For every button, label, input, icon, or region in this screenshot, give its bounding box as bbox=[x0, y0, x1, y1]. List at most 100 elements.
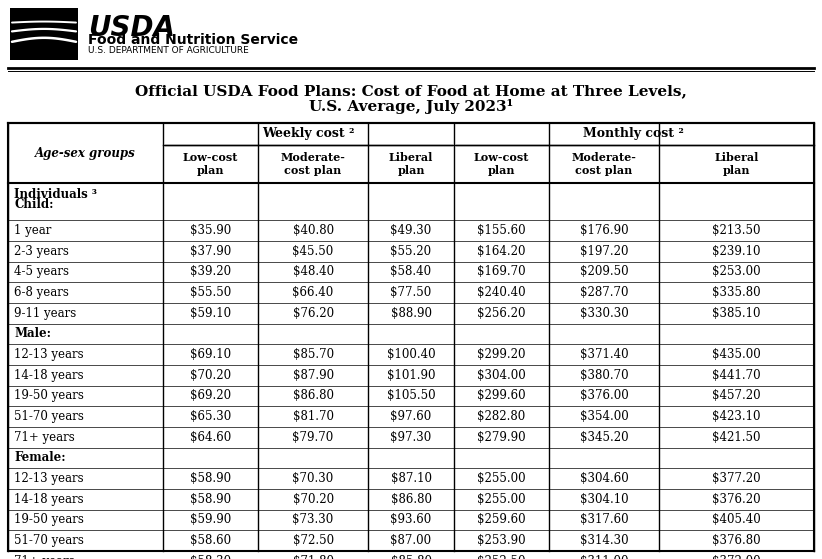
Text: Male:: Male: bbox=[14, 328, 51, 340]
Text: $66.40: $66.40 bbox=[293, 286, 334, 299]
Text: $372.00: $372.00 bbox=[713, 555, 761, 559]
Text: $421.50: $421.50 bbox=[713, 431, 761, 444]
Text: $253.00: $253.00 bbox=[713, 266, 761, 278]
Text: $435.00: $435.00 bbox=[712, 348, 761, 361]
Text: 4-5 years: 4-5 years bbox=[14, 266, 69, 278]
Text: Female:: Female: bbox=[14, 452, 66, 465]
Text: $93.60: $93.60 bbox=[390, 514, 432, 527]
Text: $423.10: $423.10 bbox=[713, 410, 761, 423]
Text: $299.60: $299.60 bbox=[477, 390, 525, 402]
Text: $345.20: $345.20 bbox=[580, 431, 628, 444]
Text: $380.70: $380.70 bbox=[580, 369, 628, 382]
Text: $65.30: $65.30 bbox=[190, 410, 231, 423]
Text: $70.20: $70.20 bbox=[190, 369, 231, 382]
Text: $282.80: $282.80 bbox=[477, 410, 525, 423]
Text: 12-13 years: 12-13 years bbox=[14, 348, 84, 361]
Text: $239.10: $239.10 bbox=[713, 245, 761, 258]
Text: $317.60: $317.60 bbox=[580, 514, 628, 527]
Text: $255.00: $255.00 bbox=[477, 493, 525, 506]
Text: Individuals ³: Individuals ³ bbox=[14, 188, 97, 201]
Text: $377.20: $377.20 bbox=[713, 472, 761, 485]
Text: 19-50 years: 19-50 years bbox=[14, 514, 84, 527]
Text: Food and Nutrition Service: Food and Nutrition Service bbox=[88, 33, 298, 48]
Text: $35.90: $35.90 bbox=[190, 224, 231, 237]
Text: $39.20: $39.20 bbox=[190, 266, 231, 278]
Text: U.S. DEPARTMENT OF AGRICULTURE: U.S. DEPARTMENT OF AGRICULTURE bbox=[88, 46, 249, 55]
Text: $253.90: $253.90 bbox=[477, 534, 525, 547]
Text: Weekly cost ²: Weekly cost ² bbox=[262, 127, 354, 140]
Text: $335.80: $335.80 bbox=[713, 286, 761, 299]
Text: Moderate-
cost plan: Moderate- cost plan bbox=[280, 152, 345, 176]
Text: $85.70: $85.70 bbox=[293, 348, 334, 361]
Text: $176.90: $176.90 bbox=[580, 224, 628, 237]
Text: $311.00: $311.00 bbox=[580, 555, 628, 559]
Text: $457.20: $457.20 bbox=[713, 390, 761, 402]
Text: 2-3 years: 2-3 years bbox=[14, 245, 69, 258]
Text: $304.60: $304.60 bbox=[580, 472, 628, 485]
Text: $304.10: $304.10 bbox=[580, 493, 628, 506]
Text: Liberal
plan: Liberal plan bbox=[389, 152, 433, 176]
Text: $256.20: $256.20 bbox=[477, 307, 525, 320]
Text: $72.50: $72.50 bbox=[293, 534, 334, 547]
Text: $371.40: $371.40 bbox=[580, 348, 628, 361]
Text: $85.80: $85.80 bbox=[390, 555, 432, 559]
Text: $164.20: $164.20 bbox=[477, 245, 525, 258]
Text: USDA: USDA bbox=[88, 14, 175, 42]
Text: $59.10: $59.10 bbox=[190, 307, 231, 320]
Text: $240.40: $240.40 bbox=[477, 286, 525, 299]
Text: $40.80: $40.80 bbox=[293, 224, 334, 237]
Text: Low-cost
plan: Low-cost plan bbox=[182, 152, 238, 176]
Text: $55.20: $55.20 bbox=[390, 245, 432, 258]
Text: 51-70 years: 51-70 years bbox=[14, 534, 84, 547]
Text: 12-13 years: 12-13 years bbox=[14, 472, 84, 485]
Text: $330.30: $330.30 bbox=[580, 307, 628, 320]
Text: $155.60: $155.60 bbox=[477, 224, 525, 237]
Text: $69.20: $69.20 bbox=[190, 390, 231, 402]
Text: $376.00: $376.00 bbox=[580, 390, 628, 402]
Text: 9-11 years: 9-11 years bbox=[14, 307, 76, 320]
Text: $48.40: $48.40 bbox=[293, 266, 334, 278]
Text: Liberal
plan: Liberal plan bbox=[714, 152, 759, 176]
Text: Monthly cost ²: Monthly cost ² bbox=[584, 127, 684, 140]
Text: $76.20: $76.20 bbox=[293, 307, 334, 320]
Text: 14-18 years: 14-18 years bbox=[14, 493, 84, 506]
Text: $45.50: $45.50 bbox=[293, 245, 334, 258]
Bar bbox=[10, 8, 78, 60]
Text: $81.70: $81.70 bbox=[293, 410, 334, 423]
Text: $86.80: $86.80 bbox=[293, 390, 334, 402]
Text: $197.20: $197.20 bbox=[580, 245, 628, 258]
Text: $105.50: $105.50 bbox=[386, 390, 436, 402]
Text: $73.30: $73.30 bbox=[293, 514, 334, 527]
Text: $77.50: $77.50 bbox=[390, 286, 432, 299]
Text: $100.40: $100.40 bbox=[386, 348, 436, 361]
Text: $213.50: $213.50 bbox=[713, 224, 761, 237]
Text: 6-8 years: 6-8 years bbox=[14, 286, 69, 299]
Text: $59.90: $59.90 bbox=[190, 514, 231, 527]
Text: $101.90: $101.90 bbox=[386, 369, 436, 382]
Text: 71+ years: 71+ years bbox=[14, 431, 75, 444]
Text: $49.30: $49.30 bbox=[390, 224, 432, 237]
Text: $252.50: $252.50 bbox=[477, 555, 525, 559]
Text: $299.20: $299.20 bbox=[477, 348, 525, 361]
Text: $79.70: $79.70 bbox=[293, 431, 334, 444]
Text: $376.20: $376.20 bbox=[713, 493, 761, 506]
Text: Moderate-
cost plan: Moderate- cost plan bbox=[571, 152, 636, 176]
Text: Age-sex groups: Age-sex groups bbox=[35, 146, 136, 159]
Text: $169.70: $169.70 bbox=[477, 266, 525, 278]
Text: U.S. Average, July 2023¹: U.S. Average, July 2023¹ bbox=[309, 98, 513, 113]
Text: $87.00: $87.00 bbox=[390, 534, 432, 547]
Text: 71+ years: 71+ years bbox=[14, 555, 75, 559]
Text: $70.20: $70.20 bbox=[293, 493, 334, 506]
Text: $69.10: $69.10 bbox=[190, 348, 231, 361]
Text: $405.40: $405.40 bbox=[712, 514, 761, 527]
Text: $97.60: $97.60 bbox=[390, 410, 432, 423]
Text: $58.90: $58.90 bbox=[190, 493, 231, 506]
Text: $376.80: $376.80 bbox=[713, 534, 761, 547]
Text: $58.90: $58.90 bbox=[190, 472, 231, 485]
Text: $88.90: $88.90 bbox=[390, 307, 432, 320]
Text: 14-18 years: 14-18 years bbox=[14, 369, 84, 382]
Text: $37.90: $37.90 bbox=[190, 245, 231, 258]
Text: $279.90: $279.90 bbox=[477, 431, 525, 444]
Text: 19-50 years: 19-50 years bbox=[14, 390, 84, 402]
Text: 1 year: 1 year bbox=[14, 224, 51, 237]
